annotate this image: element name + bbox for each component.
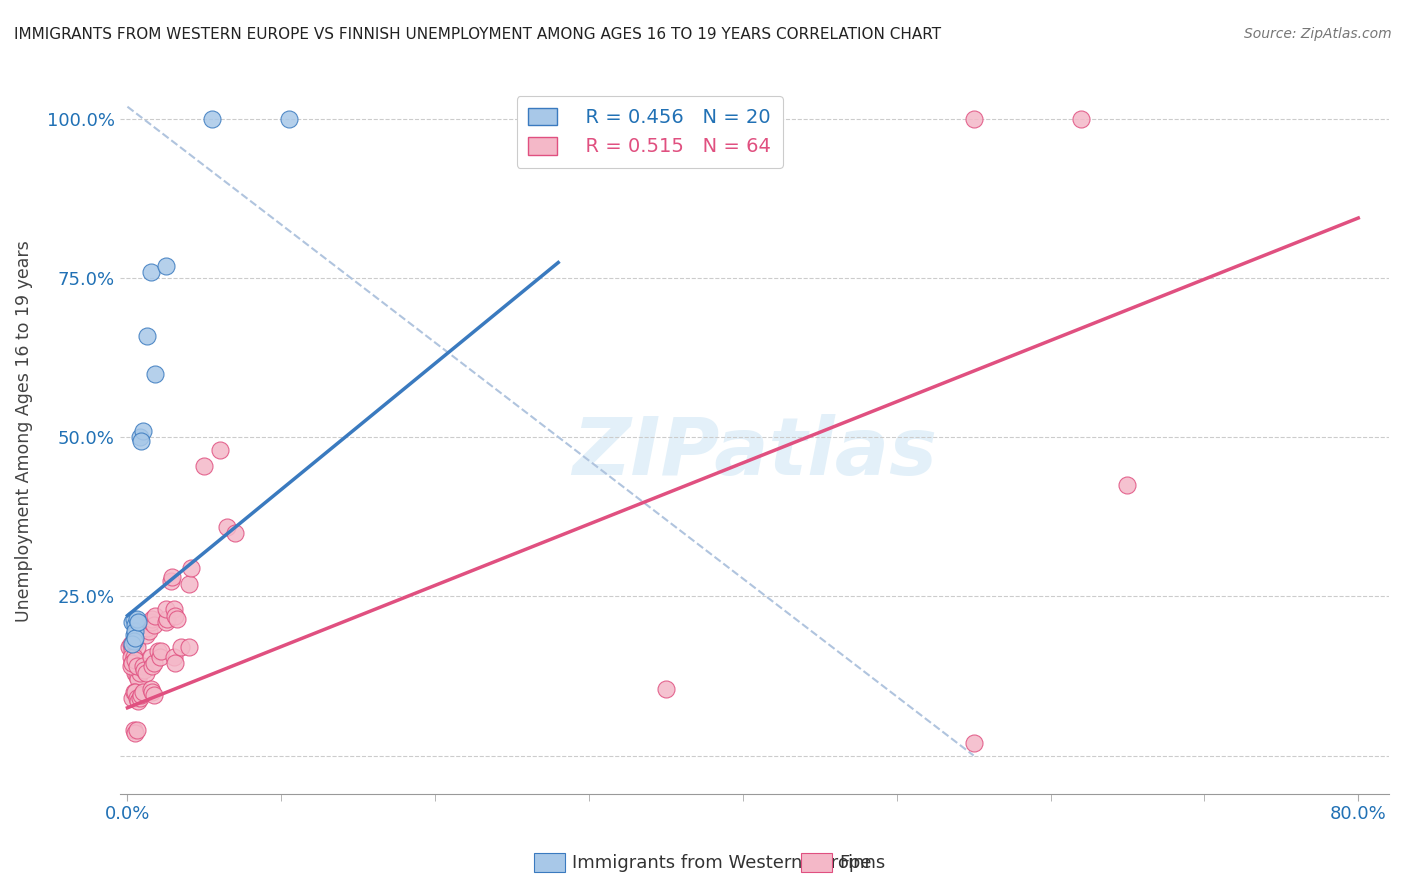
Point	[135, 627, 157, 641]
Point	[121, 640, 143, 655]
Point	[156, 612, 179, 626]
Point	[150, 643, 173, 657]
Point	[120, 659, 142, 673]
Point	[118, 640, 141, 655]
Point	[122, 612, 145, 626]
Point	[217, 519, 239, 533]
Point	[162, 602, 184, 616]
Point	[1116, 478, 1139, 492]
Point	[655, 681, 678, 696]
Point	[155, 615, 177, 629]
Point	[138, 624, 160, 639]
Y-axis label: Unemployment Among Ages 16 to 19 years: Unemployment Among Ages 16 to 19 years	[15, 240, 32, 622]
Point	[121, 643, 143, 657]
Text: Source: ZipAtlas.com: Source: ZipAtlas.com	[1244, 27, 1392, 41]
Point	[124, 685, 146, 699]
Point	[149, 649, 172, 664]
Point	[121, 637, 143, 651]
Text: ZIPatlas: ZIPatlas	[572, 414, 936, 491]
Point	[160, 570, 183, 584]
Point	[1070, 112, 1092, 127]
Point	[143, 367, 166, 381]
Point	[139, 649, 162, 664]
Point	[121, 615, 143, 629]
Point	[127, 615, 149, 629]
Point	[122, 723, 145, 737]
Point	[193, 459, 215, 474]
Point	[180, 561, 202, 575]
Point	[129, 688, 152, 702]
Text: Immigrants from Western Europe: Immigrants from Western Europe	[572, 854, 872, 871]
Point	[165, 657, 187, 671]
Point	[128, 665, 150, 680]
Point	[125, 723, 148, 737]
Point	[166, 612, 188, 626]
Point	[122, 685, 145, 699]
Point	[139, 615, 162, 629]
Point	[139, 681, 162, 696]
Point	[120, 637, 142, 651]
Point	[224, 525, 246, 540]
Point	[125, 612, 148, 626]
Point	[134, 663, 156, 677]
Point	[135, 665, 157, 680]
Point	[142, 618, 165, 632]
Point	[177, 576, 200, 591]
Point	[122, 634, 145, 648]
Point	[142, 657, 165, 671]
Text: Finns: Finns	[839, 854, 886, 871]
Point	[125, 640, 148, 655]
Point	[278, 112, 301, 127]
Point	[162, 649, 184, 664]
Point	[962, 112, 984, 127]
Point	[122, 649, 145, 664]
Point	[177, 640, 200, 655]
Point	[124, 618, 146, 632]
Point	[124, 726, 146, 740]
Point	[124, 631, 146, 645]
Point	[159, 574, 181, 588]
Point	[141, 685, 163, 699]
Point	[128, 430, 150, 444]
Point	[155, 602, 177, 616]
Text: IMMIGRANTS FROM WESTERN EUROPE VS FINNISH UNEMPLOYMENT AMONG AGES 16 TO 19 YEARS: IMMIGRANTS FROM WESTERN EUROPE VS FINNIS…	[14, 27, 941, 42]
Point	[128, 691, 150, 706]
Point	[124, 665, 146, 680]
Legend:   R = 0.456   N = 20,   R = 0.515   N = 64: R = 0.456 N = 20, R = 0.515 N = 64	[516, 96, 783, 169]
Point	[121, 657, 143, 671]
Point	[201, 112, 224, 127]
Point	[120, 649, 142, 664]
Point	[127, 694, 149, 708]
Point	[136, 621, 159, 635]
Point	[962, 736, 984, 750]
Point	[121, 691, 143, 706]
Point	[122, 627, 145, 641]
Point	[143, 608, 166, 623]
Point	[121, 657, 143, 671]
Point	[125, 669, 148, 683]
Point	[124, 637, 146, 651]
Point	[127, 672, 149, 686]
Point	[208, 443, 231, 458]
Point	[165, 608, 187, 623]
Point	[141, 612, 163, 626]
Point	[124, 653, 146, 667]
Point	[129, 434, 152, 448]
Point	[125, 691, 148, 706]
Point	[155, 259, 177, 273]
Point	[142, 688, 165, 702]
Point	[148, 643, 170, 657]
Point	[132, 659, 155, 673]
Point	[139, 265, 162, 279]
Point	[132, 424, 155, 438]
Point	[124, 624, 146, 639]
Point	[170, 640, 193, 655]
Point	[125, 659, 148, 673]
Point	[132, 685, 155, 699]
Point	[122, 634, 145, 648]
Point	[136, 328, 159, 343]
Point	[141, 659, 163, 673]
